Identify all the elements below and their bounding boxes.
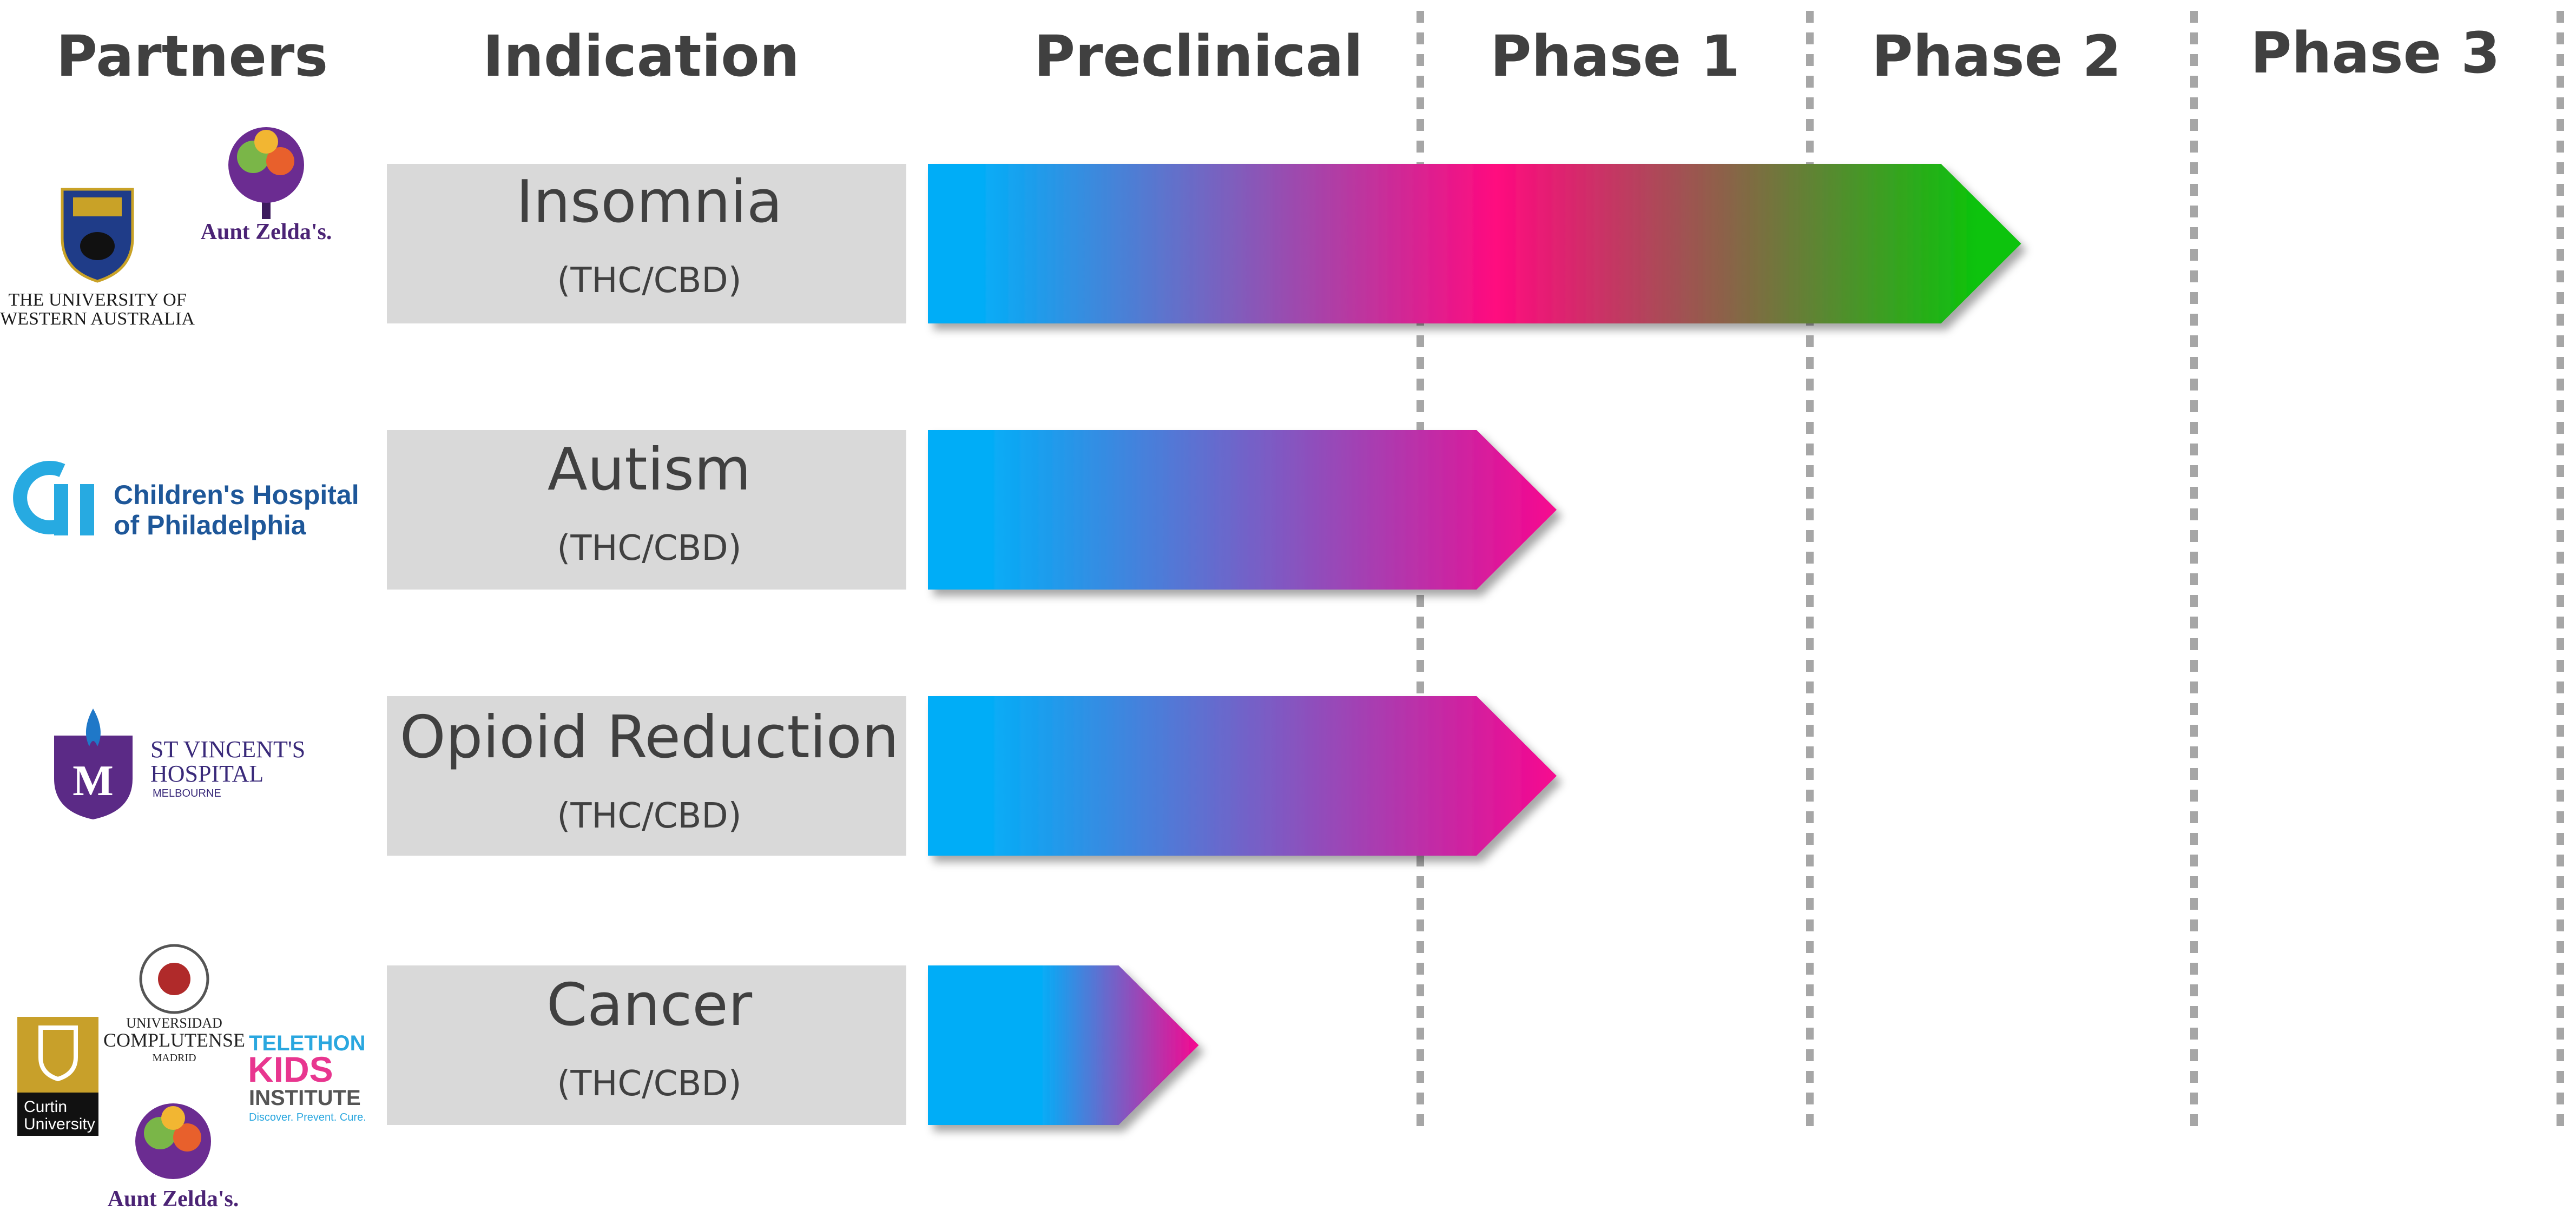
- curtin-shield-icon: [38, 1025, 78, 1082]
- indication-title-opioid: Opioid Reduction: [400, 704, 899, 771]
- header-phase1: Phase 1: [1490, 23, 1740, 89]
- aunt-zelda-leaf-icon: [254, 130, 278, 154]
- indication-box-cancer: [387, 965, 906, 1125]
- indication-subtitle-autism: (THC/CBD): [557, 528, 741, 568]
- indication-title-insomnia: Insomnia: [516, 168, 783, 236]
- header-phase2: Phase 2: [1872, 23, 2121, 89]
- indication-box-insomnia: [387, 164, 906, 323]
- partner-logo-aunt-zelda-2: Aunt Zelda's.: [108, 1103, 239, 1211]
- partner-logo-complutense: UNIVERSIDAD COMPLUTENSE MADRID: [103, 944, 245, 1064]
- partner-logo-aunt-zelda-1: Aunt Zelda's.: [201, 127, 332, 244]
- chop-mark-bar-icon: [80, 484, 94, 535]
- st-vincents-name-line2: HOSPITAL: [150, 760, 263, 787]
- progress-arrow-cancer: [928, 965, 1199, 1125]
- complutense-seal-inner-icon: [158, 963, 190, 995]
- st-vincents-monogram: M: [73, 757, 114, 805]
- telethon-tagline: Discover. Prevent. Cure.: [249, 1111, 366, 1123]
- header-indication: Indication: [483, 23, 800, 89]
- curtin-name-line1: Curtin: [24, 1098, 67, 1116]
- uwa-crest-swan-icon: [80, 232, 115, 260]
- complutense-name-line2: COMPLUTENSE: [103, 1029, 245, 1051]
- indication-title-cancer: Cancer: [546, 971, 753, 1039]
- progress-arrow-opioid: [928, 696, 1557, 856]
- aunt-zelda-name-1: Aunt Zelda's.: [201, 220, 332, 244]
- st-vincents-shield-icon: [54, 736, 133, 819]
- partner-logo-telethon-kids: TELETHON KIDS INSTITUTE Discover. Preven…: [248, 1031, 366, 1123]
- uwa-crest-book-icon: [73, 197, 122, 216]
- curtin-black-panel: [17, 1093, 98, 1136]
- indication-title-autism: Autism: [548, 436, 751, 504]
- indication-subtitle-opioid: (THC/CBD): [557, 796, 741, 836]
- telethon-name-line2: KIDS: [248, 1049, 333, 1089]
- aunt-zelda-leaf-icon: [173, 1123, 201, 1152]
- indication-box-autism: [387, 430, 906, 590]
- indication-subtitle-insomnia: (THC/CBD): [557, 261, 741, 301]
- uwa-name-line1: THE UNIVERSITY OF: [8, 290, 186, 310]
- chop-mark-icon: [13, 461, 65, 534]
- header-preclinical: Preclinical: [1034, 23, 1363, 89]
- curtin-name-line2: University: [24, 1115, 95, 1133]
- partner-logo-chop: Children's Hospital of Philadelphia: [13, 461, 359, 540]
- aunt-zelda-leaf-icon: [161, 1106, 185, 1130]
- partner-logo-curtin: Curtin University: [17, 1017, 98, 1136]
- chop-name-line2: of Philadelphia: [114, 510, 307, 540]
- telethon-name-line3: INSTITUTE: [249, 1086, 361, 1110]
- progress-arrow-autism: [928, 430, 1557, 590]
- partner-logo-st-vincents: M ST VINCENT'S HOSPITAL MELBOURNE: [54, 709, 305, 819]
- partner-logo-uwa: THE UNIVERSITY OF WESTERN AUSTRALIA: [0, 188, 195, 329]
- progress-arrows: [928, 164, 2021, 1125]
- st-vincents-name-line1: ST VINCENT'S: [150, 736, 305, 763]
- header-partners: Partners: [56, 23, 328, 89]
- aunt-zelda-name-2: Aunt Zelda's.: [108, 1187, 239, 1211]
- complutense-name-line3: MADRID: [152, 1052, 196, 1064]
- phase-dividers: [1417, 11, 2564, 1130]
- indication-subtitle-cancer: (THC/CBD): [557, 1064, 741, 1104]
- aunt-zelda-leaf-icon: [266, 147, 294, 175]
- st-vincents-name-line3: MELBOURNE: [153, 788, 221, 799]
- uwa-name-line2: WESTERN AUSTRALIA: [0, 309, 195, 329]
- indication-column: Insomnia (THC/CBD) Autism (THC/CBD) Opio…: [387, 164, 906, 1125]
- header-phase3: Phase 3: [2250, 20, 2500, 86]
- progress-arrow-insomnia: [928, 164, 2021, 323]
- chop-name-line1: Children's Hospital: [114, 480, 359, 510]
- complutense-name-line1: UNIVERSIDAD: [126, 1015, 222, 1031]
- telethon-name-line1: TELETHON: [249, 1031, 366, 1055]
- chop-mark-bar-icon: [54, 484, 68, 535]
- indication-box-opioid: [387, 696, 906, 856]
- st-vincents-flame-icon: [85, 709, 101, 746]
- complutense-seal-icon: [139, 944, 209, 1014]
